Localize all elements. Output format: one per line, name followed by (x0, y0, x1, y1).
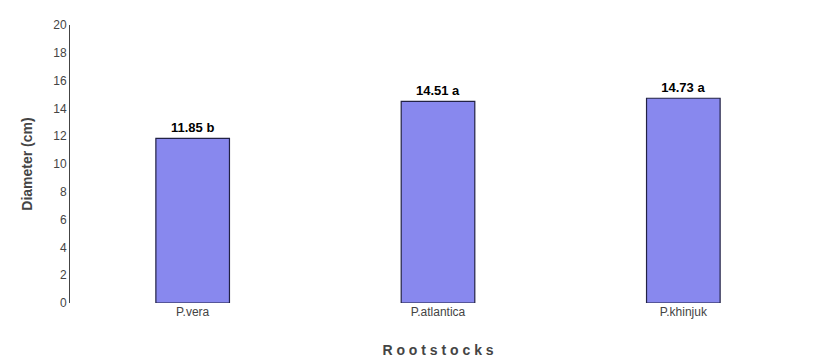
svg-text:11.85 b: 11.85 b (171, 120, 214, 135)
svg-text:Diameter (cm): Diameter (cm) (19, 117, 35, 210)
svg-text:4: 4 (60, 241, 67, 255)
svg-text:6: 6 (60, 213, 67, 227)
svg-text:P.atlantica: P.atlantica (411, 305, 466, 319)
svg-text:0: 0 (60, 296, 67, 310)
svg-text:18: 18 (53, 46, 67, 60)
svg-text:12: 12 (53, 129, 67, 143)
svg-text:14.51 a: 14.51 a (416, 83, 460, 98)
svg-text:8: 8 (60, 185, 67, 199)
svg-text:P.khinjuk: P.khinjuk (660, 305, 708, 319)
svg-text:20: 20 (53, 18, 67, 32)
svg-text:14: 14 (53, 102, 67, 116)
svg-text:P.vera: P.vera (176, 305, 209, 319)
svg-text:10: 10 (53, 157, 67, 171)
svg-text:16: 16 (53, 74, 67, 88)
svg-text:14.73 a: 14.73 a (661, 80, 705, 95)
svg-text:2: 2 (60, 268, 67, 282)
svg-text:R o o t s t o c k s: R o o t s t o c k s (382, 342, 493, 358)
